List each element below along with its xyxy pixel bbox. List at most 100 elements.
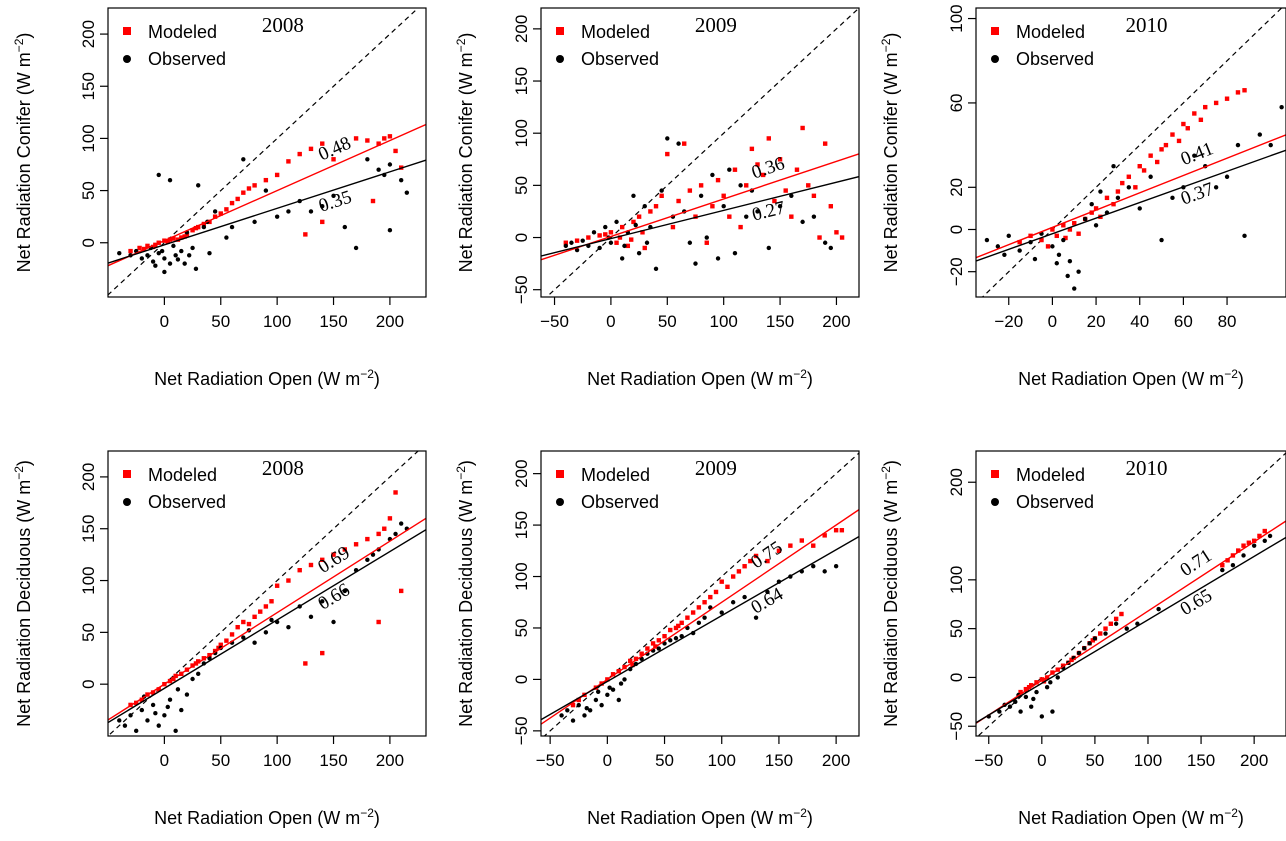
observed-point — [1092, 636, 1098, 641]
legend-observed-swatch — [123, 498, 131, 506]
observed-point — [1137, 206, 1142, 211]
plot-frame — [975, 7, 1286, 298]
observed-point — [331, 193, 336, 198]
modeled-point — [320, 219, 325, 225]
observed-point — [320, 599, 325, 604]
observed-point — [565, 708, 570, 713]
observed-point — [156, 250, 161, 256]
modeled-point — [1170, 132, 1175, 137]
observed-fit-line — [108, 528, 426, 724]
observed-point — [1002, 252, 1007, 258]
modeled-point — [1225, 558, 1230, 563]
x-tick-label: 0 — [160, 312, 169, 331]
observed-point — [398, 521, 404, 526]
x-tick-label: 20 — [1087, 312, 1106, 331]
observed-point — [1082, 216, 1088, 222]
modeled-point — [224, 207, 229, 212]
modeled-point — [1176, 138, 1182, 144]
observed-point — [1039, 714, 1045, 719]
x-tick-label: −20 — [994, 312, 1023, 331]
observed-point — [286, 624, 291, 630]
y-tick-label: 150 — [512, 511, 531, 539]
x-tick-label: 100 — [709, 312, 737, 331]
modeled-point — [308, 146, 314, 152]
observed-point — [342, 588, 348, 594]
y-tick-label: 200 — [512, 459, 531, 487]
observed-point — [599, 702, 604, 708]
modeled-point — [1235, 90, 1241, 95]
modeled-point — [788, 543, 793, 548]
observed-point — [1076, 650, 1082, 656]
plot-area — [541, 452, 859, 736]
modeled-point — [376, 531, 381, 537]
modeled-point — [719, 579, 724, 584]
modeled-point — [1251, 538, 1257, 543]
modeled-point — [274, 583, 280, 588]
x-tick-label: −50 — [540, 312, 569, 331]
observed-point — [1170, 195, 1175, 201]
modeled-point — [1076, 231, 1081, 236]
modeled-point — [1113, 616, 1119, 622]
modeled-point — [1185, 126, 1190, 131]
x-tick-label: 200 — [376, 751, 404, 770]
observed-point — [1061, 237, 1066, 243]
modeled-point — [274, 172, 280, 178]
observed-point — [659, 188, 664, 193]
modeled-point — [1241, 543, 1246, 548]
y-tick-label: 0 — [947, 225, 966, 234]
one-to-one-line — [543, 452, 859, 736]
legend: Modeled Observed — [991, 22, 1094, 69]
y-tick-label: 100 — [512, 119, 531, 147]
observed-fit-line — [976, 149, 1286, 262]
observed-point — [196, 671, 201, 677]
modeled-point — [1103, 626, 1108, 631]
modeled-point — [398, 588, 404, 594]
modeled-point — [1023, 686, 1029, 692]
legend-modeled-swatch — [123, 470, 131, 478]
modeled-point — [1017, 239, 1022, 245]
legend-observed-label: Observed — [148, 492, 226, 512]
modeled-point — [1262, 528, 1267, 534]
observed-point — [665, 136, 670, 141]
legend-observed-label: Observed — [581, 492, 659, 512]
observed-point — [117, 250, 122, 256]
y-tick-label: 0 — [512, 233, 531, 242]
y-tick-label: 100 — [947, 4, 966, 32]
observed-point — [608, 240, 614, 245]
observed-point — [569, 240, 574, 245]
observed-point — [224, 235, 229, 240]
modeled-point — [630, 662, 635, 668]
observed-point — [173, 253, 178, 258]
modeled-fit-line — [976, 134, 1286, 259]
observed-point — [636, 250, 642, 256]
modeled-point — [303, 232, 308, 237]
observed-point — [252, 219, 257, 225]
observed-point — [618, 681, 624, 686]
modeled-point — [145, 243, 150, 249]
observed-point — [1056, 252, 1062, 258]
modeled-point — [1111, 201, 1116, 207]
observed-point — [727, 167, 732, 172]
modeled-point — [196, 659, 201, 664]
modeled-point — [1181, 121, 1186, 127]
modeled-point — [216, 645, 221, 651]
modeled-point — [376, 619, 381, 625]
modeled-point — [1246, 540, 1252, 545]
modeled-point — [150, 244, 156, 250]
observed-point — [777, 204, 783, 209]
modeled-point — [252, 614, 257, 620]
modeled-point — [650, 641, 656, 646]
modeled-point — [320, 557, 325, 563]
modeled-point — [387, 516, 393, 521]
x-tick-label: 50 — [211, 312, 230, 331]
modeled-point — [653, 204, 659, 209]
modeled-point — [800, 125, 805, 131]
modeled-point — [393, 148, 398, 154]
observed-point — [286, 209, 291, 214]
modeled-point — [834, 230, 839, 235]
plot-area — [976, 8, 1286, 297]
modeled-point — [645, 646, 650, 651]
modeled-point — [207, 219, 212, 225]
modeled-point — [629, 237, 634, 242]
x-tick-label: 200 — [822, 312, 850, 331]
